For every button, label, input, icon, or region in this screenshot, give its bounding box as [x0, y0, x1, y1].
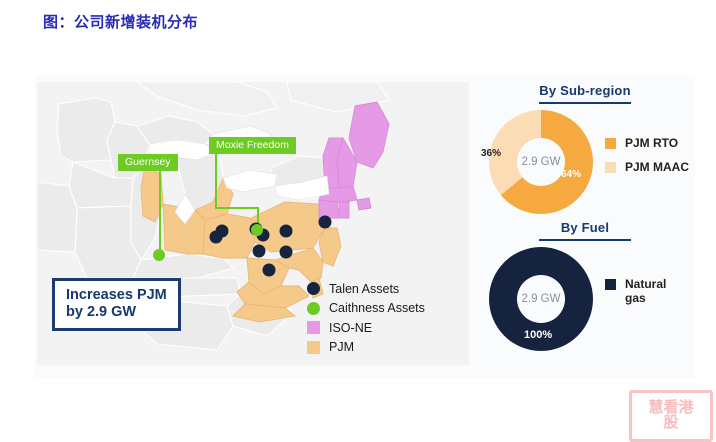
legend-item-pjm: PJM: [307, 338, 425, 357]
leader-line-moxie-drop: [257, 207, 259, 229]
chart-title: By Fuel: [560, 220, 610, 235]
talen-asset-dot: [279, 245, 293, 259]
fuel-donut: 2.9 GW 100%: [489, 247, 593, 351]
donut-hole: 2.9 GW: [517, 138, 565, 186]
leader-line-moxie-horizontal: [215, 207, 259, 209]
legend-item-pjm-rto: PJM RTO: [605, 136, 689, 150]
callout-line-1: Increases PJM: [66, 287, 167, 303]
caithness-asset-dot: [251, 224, 263, 236]
callout-box: Increases PJM by 2.9 GW: [52, 278, 181, 331]
legend-item-iso-ne: ISO-NE: [307, 318, 425, 337]
page-title: 图：公司新增装机分布: [43, 15, 199, 31]
legend-label: PJM RTO: [625, 136, 679, 150]
map-label-moxie-freedom: Moxie Freedom: [209, 137, 296, 154]
talen-asset-dot: [252, 244, 266, 258]
legend-label: ISO-NE: [329, 320, 373, 335]
natural-gas-swatch-icon: [605, 279, 616, 290]
slice-label-pjm-maac: 36%: [481, 148, 502, 159]
watermark-stamp: 慧看港股: [629, 390, 713, 442]
caithness-asset-markers: [153, 224, 263, 261]
legend-label: Natural gas: [625, 277, 667, 305]
charts-panel: By Sub-region 2.9 GW 36% 64% PJM RTO: [475, 75, 695, 378]
pjm-rto-swatch-icon: [605, 138, 616, 149]
legend-item-caithness-assets: Caithness Assets: [307, 299, 425, 318]
sub-region-donut: 2.9 GW 36% 64%: [481, 110, 593, 214]
donut-ring: 2.9 GW: [489, 110, 593, 214]
callout-line-2: by 2.9 GW: [66, 304, 137, 320]
legend-label: Talen Assets: [329, 281, 400, 296]
pjm-maac-swatch-icon: [605, 162, 616, 173]
donut-hole: 2.9 GW: [517, 275, 565, 323]
map-label-guernsey: Guernsey: [118, 154, 178, 171]
caithness-assets-swatch-icon: [307, 301, 320, 315]
map-legend: Talen Assets Caithness Assets ISO-NE PJM: [307, 279, 425, 357]
slice-label-pjm-rto: 64%: [561, 169, 582, 180]
talen-assets-swatch-icon: [307, 282, 320, 295]
legend-item-natural-gas: Natural gas: [605, 277, 687, 305]
donut-center-label: 2.9 GW: [521, 293, 561, 305]
chart-by-sub-region: By Sub-region 2.9 GW 36% 64% PJM RTO: [475, 83, 695, 214]
caithness-asset-dot: [153, 249, 165, 261]
map-graphic: [37, 82, 390, 351]
talen-asset-dot: [318, 215, 332, 229]
sub-region-legend: PJM RTO PJM MAAC: [605, 136, 689, 184]
donut-center-label: 2.9 GW: [521, 156, 561, 168]
us-map: Guernsey Moxie Freedom Increases PJM: [37, 82, 469, 365]
asset-markers: [153, 215, 332, 277]
map-region-pjm: [140, 165, 342, 323]
legend-item-pjm-maac: PJM MAAC: [605, 160, 689, 174]
talen-asset-dot: [209, 230, 223, 244]
chart-by-fuel: By Fuel 2.9 GW 100% Natural gas: [475, 220, 695, 351]
legend-item-talen-assets: Talen Assets: [307, 279, 425, 298]
pjm-swatch-icon: [307, 340, 320, 354]
talen-asset-dot: [262, 263, 276, 277]
talen-asset-dot: [279, 224, 293, 238]
fuel-legend: Natural gas: [605, 277, 687, 315]
chart-title-rule: [539, 102, 631, 104]
legend-label: PJM: [329, 340, 354, 354]
chart-title: By Sub-region: [539, 83, 631, 98]
watermark-text: 慧看港股: [648, 400, 694, 431]
leader-line-guernsey: [159, 168, 161, 254]
leader-line-moxie-vertical: [215, 151, 217, 209]
figure-card: Guernsey Moxie Freedom Increases PJM: [35, 75, 695, 378]
legend-label: PJM MAAC: [625, 160, 690, 174]
talen-asset-markers: [209, 215, 332, 277]
map-region-isone: [318, 101, 390, 219]
chart-title-rule: [539, 239, 631, 241]
donut-ring: 2.9 GW: [489, 247, 593, 351]
slice-label-natural-gas: 100%: [524, 329, 553, 341]
iso-ne-swatch-icon: [307, 321, 320, 334]
legend-label: Caithness Assets: [329, 301, 425, 315]
